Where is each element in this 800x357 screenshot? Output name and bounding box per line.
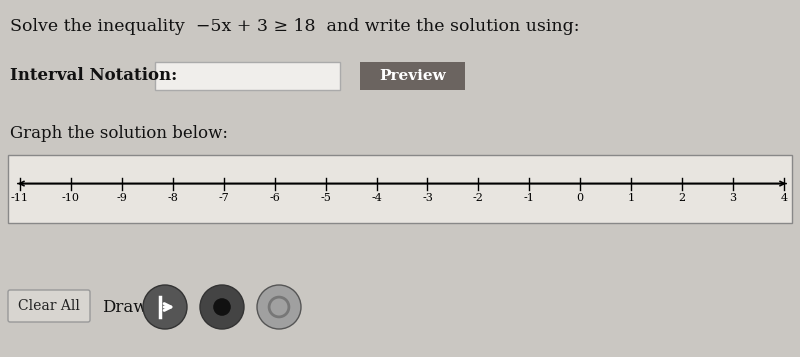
Circle shape [200,285,244,329]
Text: Interval Notation:: Interval Notation: [10,66,178,84]
Text: -6: -6 [270,192,280,202]
FancyBboxPatch shape [8,290,90,322]
FancyBboxPatch shape [360,62,465,90]
Text: -10: -10 [62,192,80,202]
FancyBboxPatch shape [155,62,340,90]
Text: -5: -5 [320,192,331,202]
Circle shape [213,298,231,316]
Text: 4: 4 [781,192,787,202]
Text: -11: -11 [11,192,29,202]
Circle shape [257,285,301,329]
Text: 2: 2 [678,192,686,202]
Text: Solve the inequality  −5x + 3 ≥ 18  and write the solution using:: Solve the inequality −5x + 3 ≥ 18 and wr… [10,18,579,35]
Text: Clear All: Clear All [18,299,80,313]
Text: -7: -7 [218,192,229,202]
Text: -4: -4 [371,192,382,202]
Text: 0: 0 [577,192,584,202]
Text: -3: -3 [422,192,433,202]
Text: -8: -8 [167,192,178,202]
Text: 3: 3 [730,192,737,202]
Text: -9: -9 [117,192,127,202]
Text: Graph the solution below:: Graph the solution below: [10,125,228,141]
Text: Preview: Preview [379,69,446,83]
Text: -1: -1 [524,192,534,202]
Text: 1: 1 [628,192,634,202]
FancyBboxPatch shape [8,155,792,223]
Circle shape [143,285,187,329]
Text: Draw:: Draw: [102,298,153,316]
Text: -2: -2 [473,192,484,202]
